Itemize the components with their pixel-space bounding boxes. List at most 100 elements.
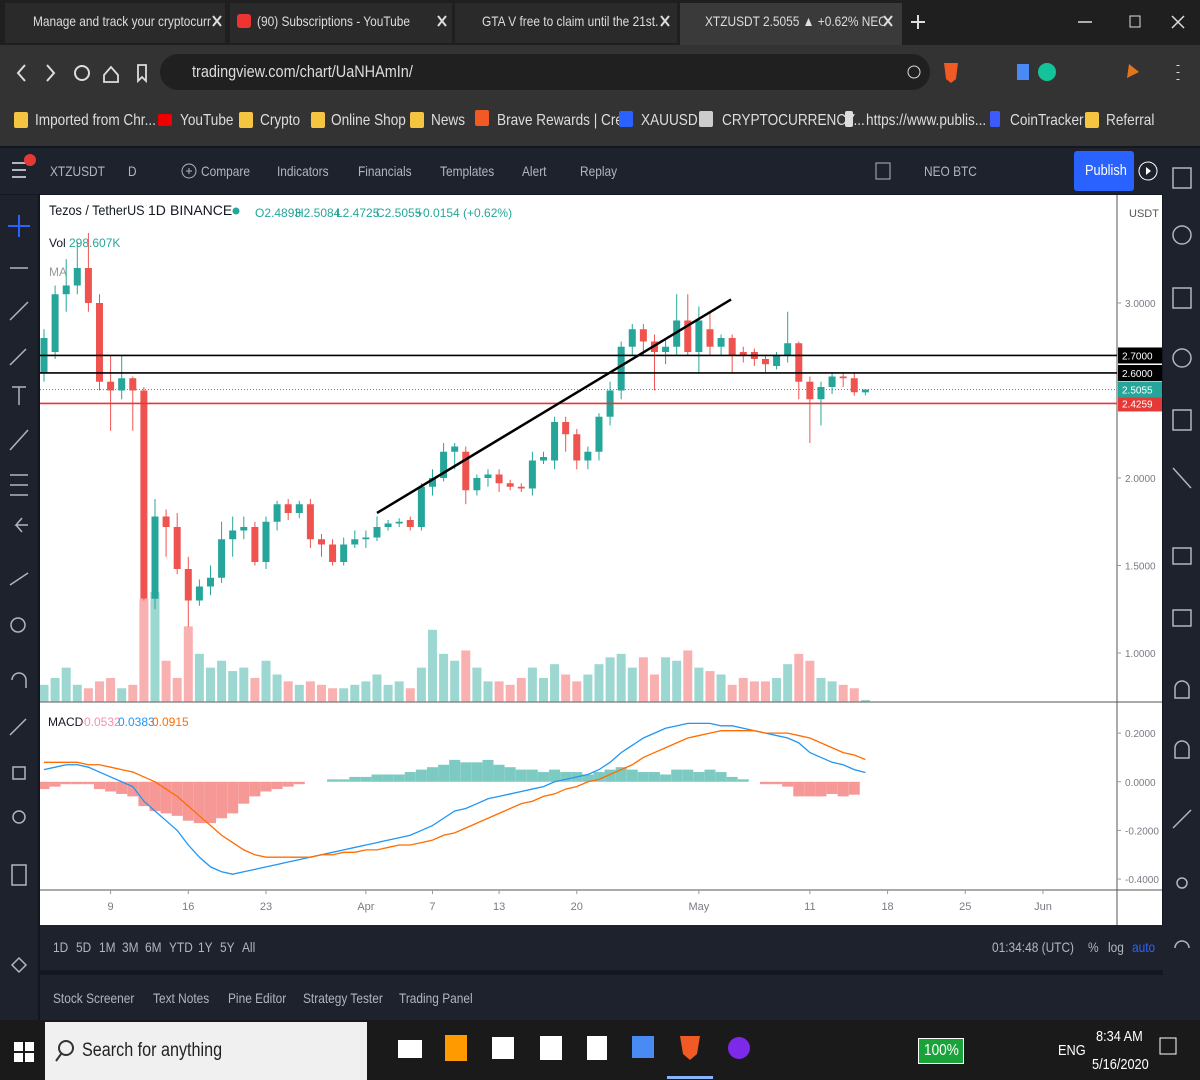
- interval[interactable]: D: [128, 163, 137, 179]
- bookmark[interactable]: XAUUSD: [641, 112, 698, 129]
- candle-body: [451, 446, 459, 452]
- tab[interactable]: [455, 3, 677, 43]
- search-box[interactable]: [45, 1022, 367, 1080]
- bookmark[interactable]: Online Shop: [331, 112, 406, 129]
- candle-body: [739, 351, 747, 356]
- compare-symbol[interactable]: NEO BTC: [924, 163, 977, 179]
- bookmark[interactable]: YouTube: [180, 112, 234, 129]
- panel-tab[interactable]: Stock Screener: [53, 990, 135, 1006]
- bookmark[interactable]: Imported from Chr...: [35, 112, 156, 129]
- volume-bar: [849, 688, 859, 702]
- market-status: [232, 207, 240, 215]
- language: ENG: [1058, 1042, 1086, 1059]
- candle-body: [329, 544, 337, 562]
- range-button[interactable]: All: [242, 939, 256, 955]
- macd-hist-bar: [549, 769, 561, 782]
- bookmark[interactable]: News: [431, 112, 466, 129]
- macd-legend: 0.0383: [118, 715, 155, 729]
- panel-tab[interactable]: Strategy Tester: [303, 990, 383, 1006]
- taskbar: Search for anything 100% ENG 8:34 AM 5/1…: [0, 1020, 1200, 1080]
- macd-hist-bar: [260, 781, 272, 792]
- candle-body: [806, 381, 814, 400]
- candle-body: [140, 390, 148, 599]
- level-label: 2.6000: [1122, 369, 1153, 380]
- candle-body: [539, 456, 547, 461]
- macd-hist-bar: [60, 781, 72, 785]
- candle-body: [273, 504, 281, 522]
- log-toggle[interactable]: log: [1108, 939, 1124, 955]
- candle-body: [828, 376, 836, 387]
- toolbar-button[interactable]: Indicators: [277, 163, 329, 179]
- volume-bar: [672, 660, 682, 702]
- macd-hist-bar: [693, 772, 705, 782]
- volume-bar: [361, 681, 371, 702]
- candle-body: [129, 378, 137, 391]
- tab-active[interactable]: [680, 3, 902, 45]
- toolbar-button[interactable]: Replay: [580, 163, 618, 179]
- y-tick-label: 1.5000: [1125, 561, 1156, 572]
- range-button[interactable]: 5Y: [220, 939, 235, 955]
- taskbar-icons: [14, 1035, 1177, 1079]
- toolbar-button[interactable]: Alert: [522, 163, 547, 179]
- candle-body: [795, 343, 803, 382]
- volume-bar: [450, 660, 460, 702]
- volume-bar: [40, 684, 49, 702]
- panel-tab[interactable]: Text Notes: [153, 990, 210, 1006]
- volume-bar: [427, 629, 437, 702]
- toolbar-button[interactable]: Financials: [358, 163, 412, 179]
- bookmark[interactable]: Crypto: [260, 112, 301, 129]
- range-button[interactable]: 3M: [122, 939, 139, 955]
- symbol[interactable]: XTZUSDT: [50, 163, 105, 179]
- tab-title: (90) Subscriptions - YouTube: [257, 13, 411, 29]
- range-button[interactable]: 1D: [53, 939, 69, 955]
- toolbar-button[interactable]: Templates: [440, 163, 495, 179]
- candle-body: [340, 544, 348, 562]
- volume-bar: [394, 681, 404, 702]
- volume-bar: [72, 684, 82, 702]
- macd-hist-bar: [249, 781, 261, 797]
- range-button[interactable]: 1M: [99, 939, 116, 955]
- bookmark[interactable]: Brave Rewards | Cre...: [497, 112, 635, 129]
- volume-bar: [272, 674, 282, 702]
- auto-toggle[interactable]: auto: [1132, 939, 1156, 955]
- candle-body: [51, 294, 59, 352]
- x-tick-label: Jun: [1034, 901, 1052, 913]
- macd-hist-bar: [182, 781, 194, 821]
- panel-tab[interactable]: Pine Editor: [228, 990, 287, 1006]
- bookmark[interactable]: Referral: [1106, 112, 1155, 129]
- volume-bar: [705, 671, 715, 702]
- range-button[interactable]: 5D: [76, 939, 92, 955]
- macd-legend: 0.0915: [152, 715, 189, 729]
- volume-bar: [516, 677, 526, 702]
- toolbar-icons: [12, 154, 1158, 181]
- range-button[interactable]: 6M: [145, 939, 162, 955]
- volume-bar: [749, 681, 759, 702]
- candle-body: [84, 267, 92, 303]
- volume-bar: [772, 677, 782, 702]
- macd-hist-bar: [648, 772, 660, 782]
- tab[interactable]: [230, 3, 452, 43]
- url-field[interactable]: [160, 54, 930, 90]
- candle-body: [428, 477, 436, 487]
- range-button[interactable]: 1Y: [198, 939, 213, 955]
- volume-bar: [250, 677, 260, 702]
- bookmark[interactable]: CRYPTOCURRENCY...: [722, 112, 865, 129]
- macd-hist-bar: [116, 781, 128, 794]
- candle-body: [761, 358, 769, 365]
- bookmark[interactable]: https://www.publis...: [866, 112, 987, 129]
- toolbar-button[interactable]: Compare: [201, 163, 250, 179]
- tab[interactable]: [5, 3, 225, 43]
- macd-hist-bar: [582, 774, 594, 782]
- candle-body: [706, 329, 714, 347]
- panel-tabs: Stock Screener Text Notes Pine Editor St…: [40, 975, 1163, 1020]
- publish-button[interactable]: [1074, 151, 1134, 191]
- panel-tab[interactable]: Trading Panel: [399, 990, 473, 1006]
- bookmark[interactable]: CoinTracker: [1010, 112, 1084, 129]
- macd-hist-bar: [204, 781, 216, 824]
- percent-toggle[interactable]: %: [1088, 939, 1099, 955]
- nav-icons: [16, 63, 1180, 84]
- range-button[interactable]: YTD: [169, 939, 193, 955]
- clock: 01:34:48 (UTC): [992, 939, 1075, 955]
- macd-hist-bar: [238, 781, 250, 804]
